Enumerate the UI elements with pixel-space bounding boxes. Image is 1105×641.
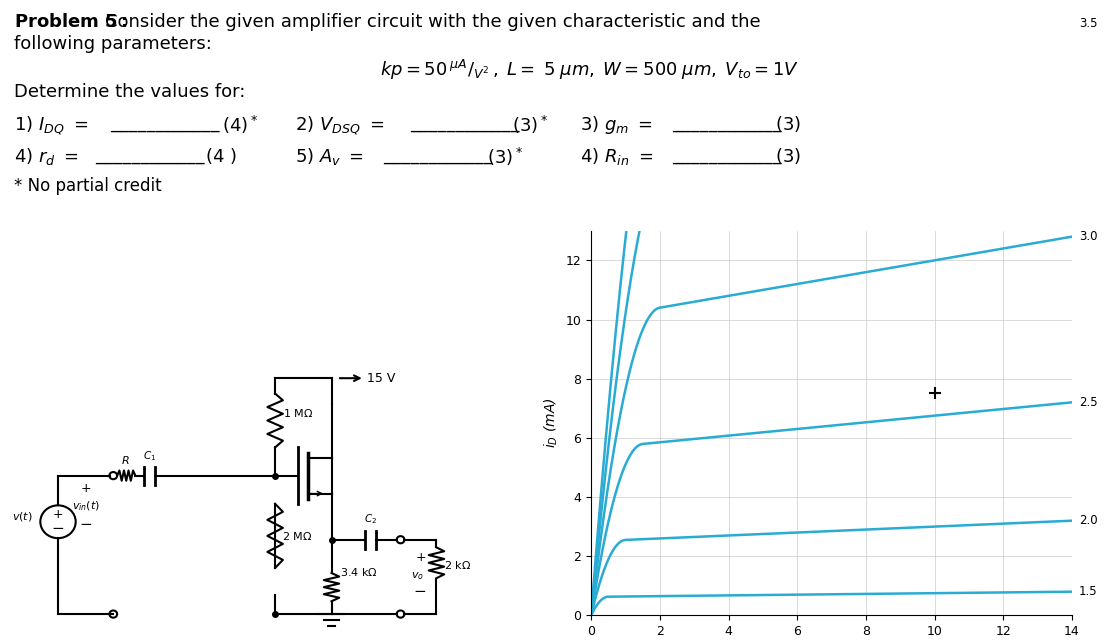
Text: $v_o$: $v_o$ <box>411 570 424 581</box>
Text: $(4)^*$: $(4)^*$ <box>222 114 259 136</box>
Text: $4)\ r_d\ =$: $4)\ r_d\ =$ <box>14 146 78 167</box>
Text: 2 k$\Omega$: 2 k$\Omega$ <box>444 560 472 571</box>
Text: $3)\ g_m\ =$: $3)\ g_m\ =$ <box>580 114 653 136</box>
Text: 3.5: 3.5 <box>1078 17 1097 30</box>
Text: $\mathbf{Problem\ 5:}$: $\mathbf{Problem\ 5:}$ <box>14 13 127 31</box>
Text: ____________: ____________ <box>95 146 204 164</box>
Text: ____________: ____________ <box>110 114 220 132</box>
Text: 3.0: 3.0 <box>1078 230 1097 243</box>
Text: $4)\ R_{in}\ =$: $4)\ R_{in}\ =$ <box>580 146 653 167</box>
Text: ____________: ____________ <box>410 114 519 132</box>
Text: $2)\ V_{DSQ}\ =$: $2)\ V_{DSQ}\ =$ <box>295 114 385 137</box>
Text: −: − <box>413 583 427 599</box>
Text: ____________: ____________ <box>672 146 781 164</box>
Text: Determine the values for:: Determine the values for: <box>14 83 245 101</box>
Y-axis label: $i_D$ (mA): $i_D$ (mA) <box>543 398 560 448</box>
Text: 1.5: 1.5 <box>1078 585 1097 598</box>
Text: $(4\ )$: $(4\ )$ <box>206 146 236 166</box>
Text: Consider the given amplifier circuit with the given characteristic and the: Consider the given amplifier circuit wit… <box>105 13 760 31</box>
Text: following parameters:: following parameters: <box>14 35 212 53</box>
Text: +: + <box>53 508 63 521</box>
Text: $R$: $R$ <box>122 454 130 467</box>
Text: $C_1$: $C_1$ <box>143 449 156 463</box>
Text: +: + <box>415 551 427 564</box>
Text: 2.5: 2.5 <box>1078 396 1097 409</box>
Text: $kp = 50\,^{\mu A}/_{V^2}\,,\;L =\; 5\;\mu m,\;W = 500\;\mu m,\;V_{to} = 1V$: $kp = 50\,^{\mu A}/_{V^2}\,,\;L =\; 5\;\… <box>380 58 799 82</box>
Text: $C_2$: $C_2$ <box>364 512 377 526</box>
Text: * No partial credit: * No partial credit <box>14 177 161 195</box>
Text: $v_{in}(t)$: $v_{in}(t)$ <box>72 499 99 513</box>
Text: ____________: ____________ <box>383 146 493 164</box>
Text: $5)\ A_v\ =$: $5)\ A_v\ =$ <box>295 146 364 167</box>
Text: $1)\ I_{DQ}\ =$: $1)\ I_{DQ}\ =$ <box>14 114 88 137</box>
Text: 2 M$\Omega$: 2 M$\Omega$ <box>282 530 312 542</box>
Text: −: − <box>80 517 92 532</box>
Text: ____________: ____________ <box>672 114 781 132</box>
Text: $(3)$: $(3)$ <box>775 146 801 166</box>
Text: +: + <box>81 482 91 495</box>
Text: 3.4 k$\Omega$: 3.4 k$\Omega$ <box>340 566 378 578</box>
Text: 15 V: 15 V <box>367 372 396 385</box>
Text: 1 M$\Omega$: 1 M$\Omega$ <box>283 407 313 419</box>
Text: 2.0: 2.0 <box>1078 514 1097 527</box>
Text: $v(t)$: $v(t)$ <box>12 510 33 523</box>
Text: $(3)$: $(3)$ <box>775 114 801 134</box>
Text: −: − <box>52 521 64 537</box>
Text: $(3)^*$: $(3)^*$ <box>487 146 523 168</box>
Text: $(3)^*$: $(3)^*$ <box>512 114 548 136</box>
